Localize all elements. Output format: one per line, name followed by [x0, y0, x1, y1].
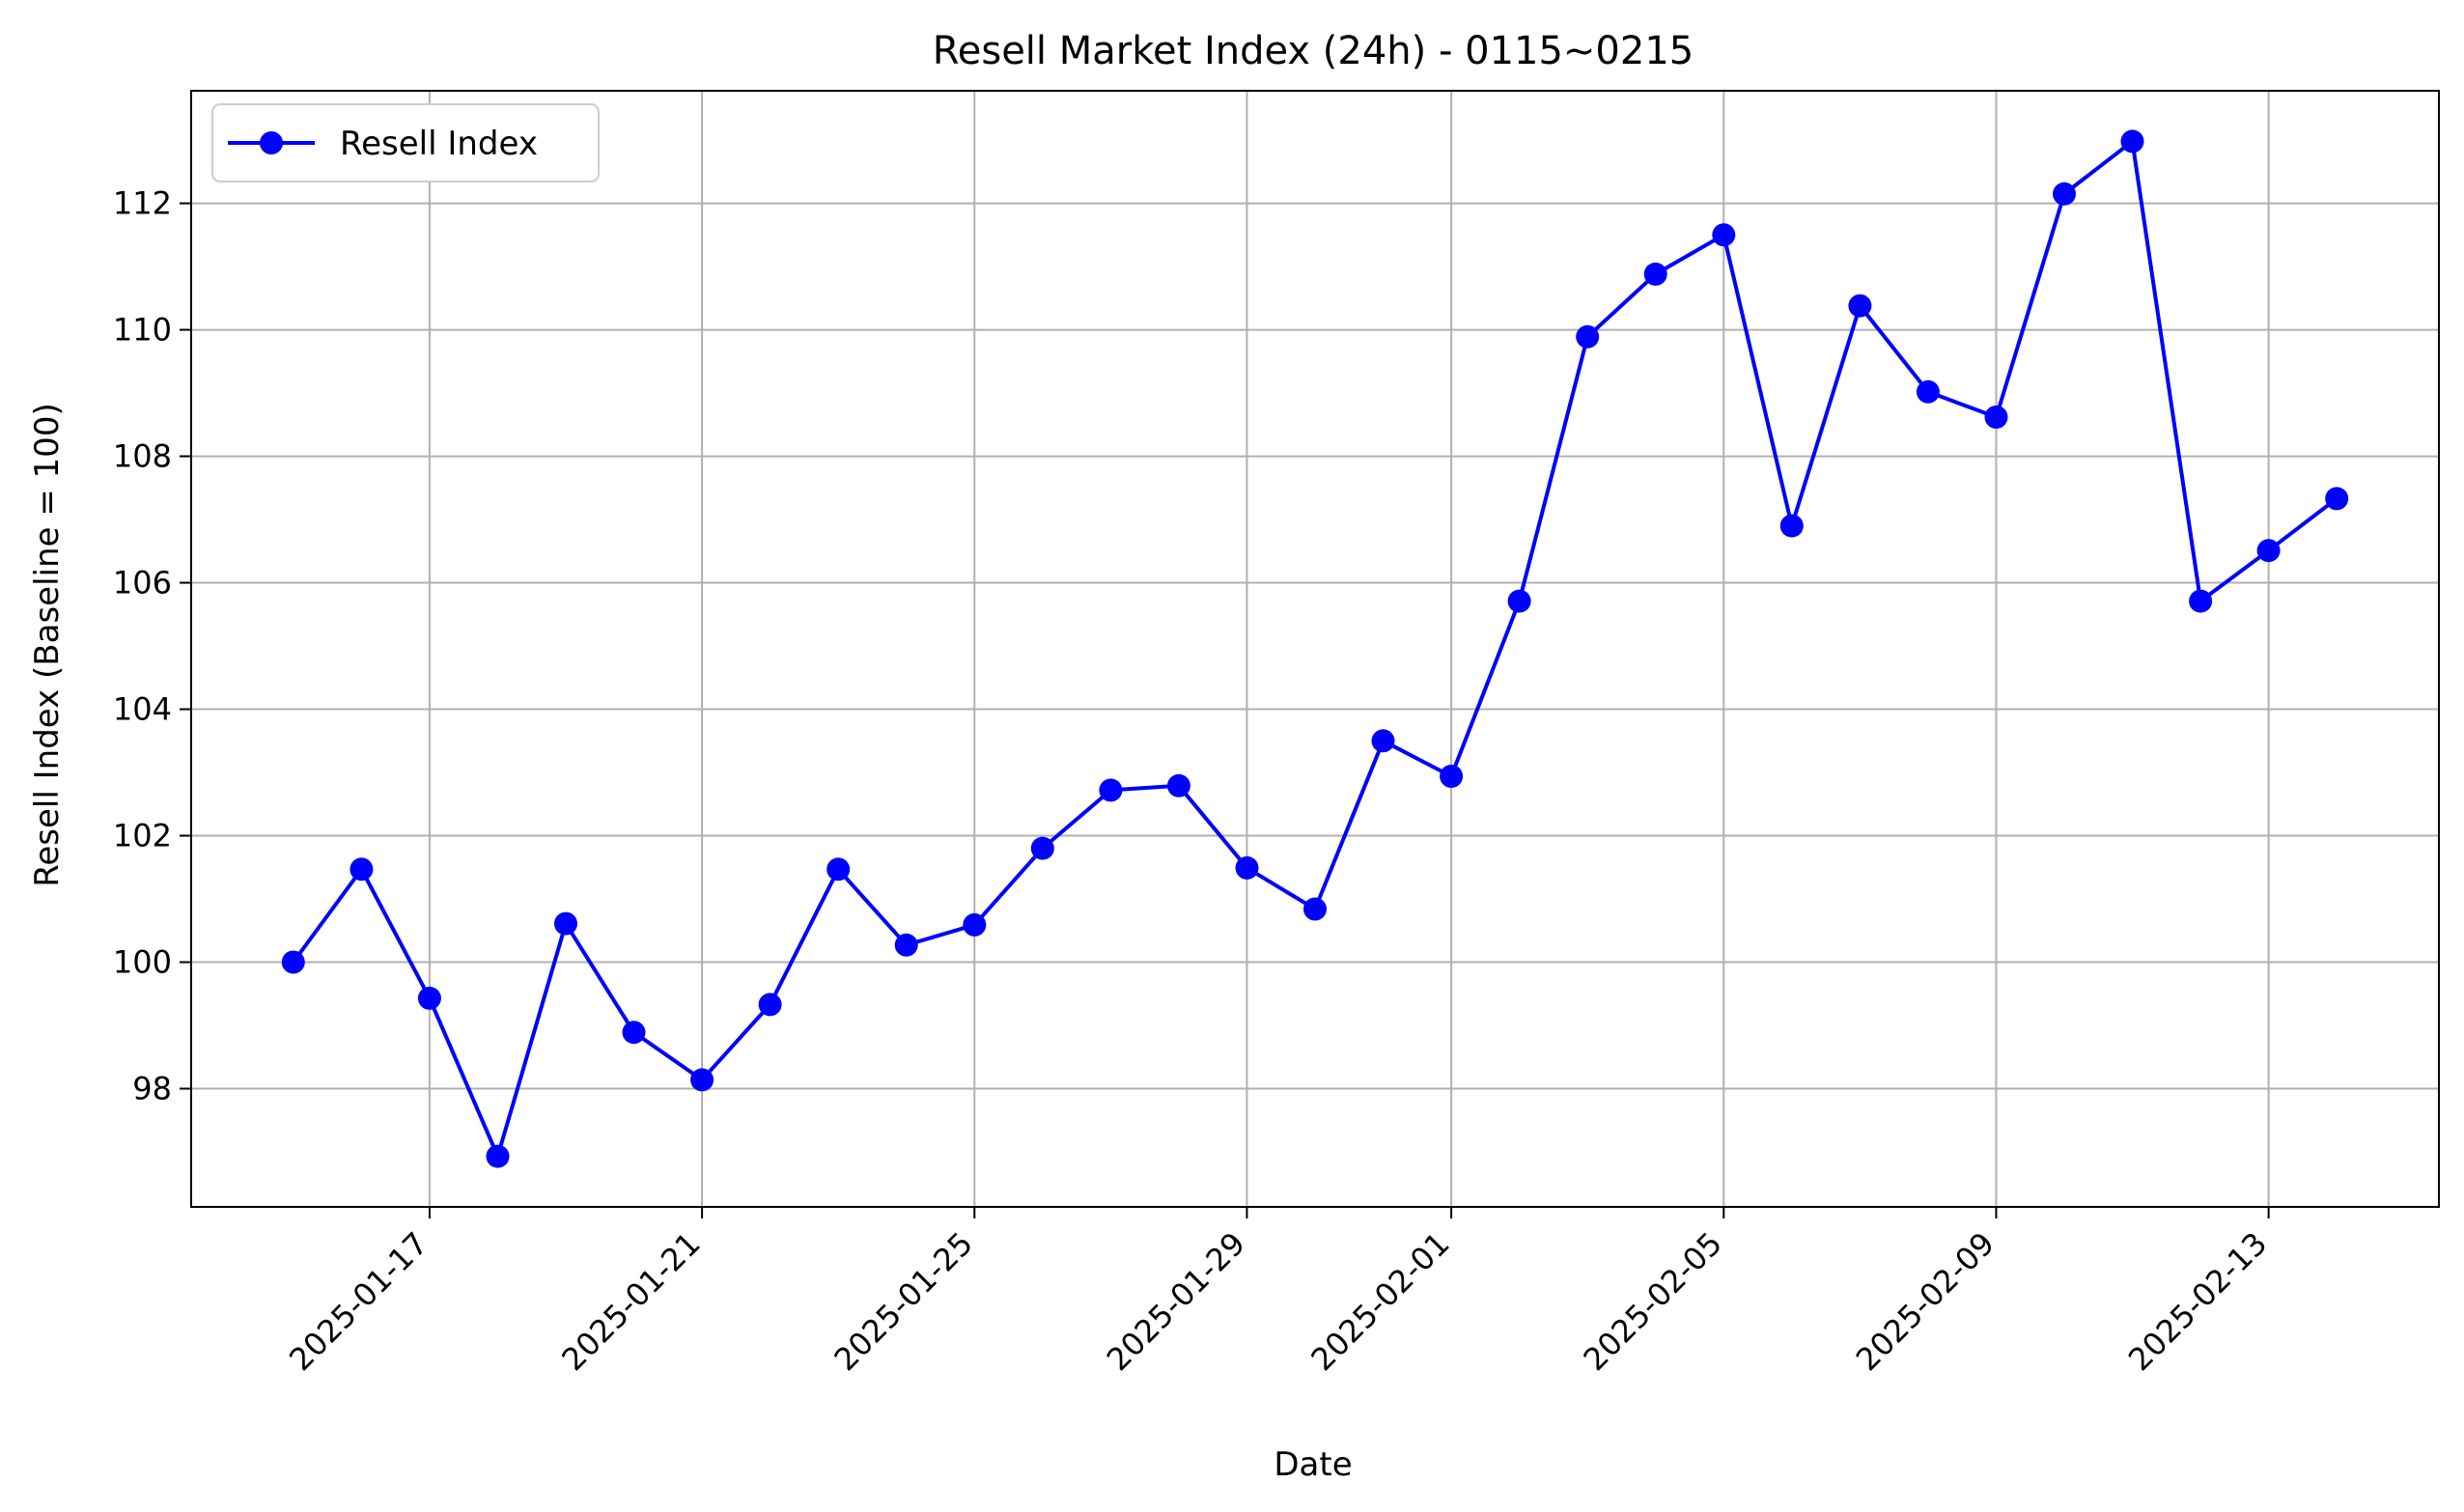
data-point: [1303, 897, 1327, 921]
y-tick-label: 112: [113, 185, 172, 222]
data-point: [1371, 729, 1395, 753]
data-point: [1712, 223, 1736, 247]
data-point: [1235, 855, 1259, 880]
data-point: [1848, 294, 1872, 318]
legend-marker-sample: [260, 131, 283, 154]
y-tick-label: 104: [113, 691, 172, 728]
data-point: [554, 911, 577, 936]
data-point: [2256, 539, 2281, 563]
data-point: [281, 950, 305, 974]
y-axis-ticks: 98 100 102 104 106 108 110 112: [113, 185, 191, 1107]
data-point: [1779, 514, 1804, 538]
grid-lines: [191, 91, 2439, 1207]
y-tick-label: 100: [113, 944, 172, 981]
x-axis-label: Date: [1274, 1445, 1352, 1484]
legend-label: Resell Index: [340, 125, 538, 163]
data-point: [1576, 324, 1600, 349]
data-point: [2325, 487, 2349, 511]
data-point: [486, 1144, 510, 1168]
y-axis-label: Resell Index (Baseline = 100): [28, 403, 67, 886]
chart-title: Resell Market Index (24h) - 0115~0215: [933, 29, 1694, 73]
data-point: [826, 857, 851, 882]
legend: Resell Index: [211, 103, 600, 182]
y-tick-label: 106: [113, 565, 172, 602]
data-point: [1916, 379, 1940, 404]
y-tick-label: 102: [113, 818, 172, 854]
data-point: [963, 912, 987, 937]
legend-box: [211, 103, 600, 182]
data-point: [1030, 836, 1054, 860]
y-tick-label: 110: [113, 312, 172, 349]
data-point: [1507, 589, 1531, 613]
data-point: [2120, 129, 2144, 154]
data-point: [417, 986, 441, 1010]
data-point: [350, 857, 374, 882]
y-tick-label: 108: [113, 438, 172, 475]
data-point: [758, 993, 782, 1017]
data-point: [1166, 773, 1190, 798]
data-point: [622, 1021, 646, 1045]
data-point: [894, 933, 918, 957]
data-point: [2053, 182, 2076, 206]
data-point: [690, 1068, 714, 1092]
plot-frame: [190, 90, 2440, 1208]
data-point: [1099, 778, 1123, 802]
data-point: [2189, 589, 2213, 613]
data-point: [1643, 262, 1667, 286]
data-point: [1984, 406, 2008, 429]
data-point: [1440, 765, 1464, 788]
y-tick-label: 98: [132, 1071, 172, 1107]
series-layer: [281, 129, 2349, 1168]
